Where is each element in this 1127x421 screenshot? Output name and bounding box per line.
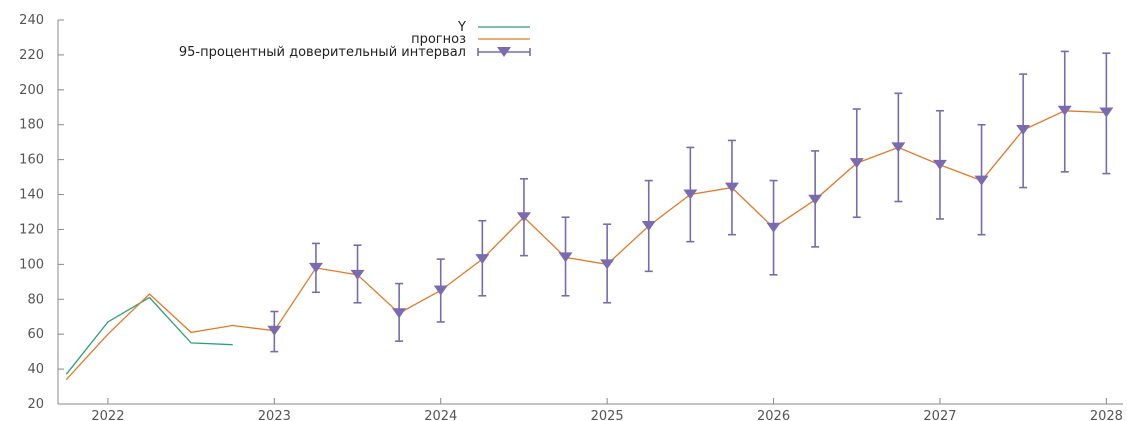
legend-label: прогноз — [411, 32, 466, 47]
ci-marker — [1099, 107, 1114, 118]
ci-marker — [475, 254, 490, 265]
ci-marker — [932, 159, 947, 170]
y-tick-label: 20 — [27, 397, 44, 412]
ci-marker — [683, 189, 698, 200]
axes — [57, 20, 1123, 405]
x-tick-label: 2027 — [923, 409, 956, 421]
legend-label: Y — [457, 20, 466, 35]
legend-label: 95-процентный доверительный интервал — [179, 45, 466, 60]
ci-marker — [308, 262, 323, 273]
y-tick-label: 120 — [19, 222, 44, 237]
ci-marker — [558, 252, 573, 263]
y-tick-label: 200 — [19, 83, 44, 98]
x-tick-label: 2026 — [757, 409, 790, 421]
x-tick-label: 2023 — [258, 409, 291, 421]
ci-marker — [808, 194, 823, 205]
y-tick-label: 240 — [19, 13, 44, 28]
y-tick-label: 160 — [19, 153, 44, 168]
y-tick-label: 140 — [19, 188, 44, 203]
ci-marker — [1016, 124, 1031, 135]
ci-marker — [849, 158, 864, 169]
ci-marker — [350, 269, 365, 280]
ci-marker — [766, 222, 781, 233]
y-tick-label: 180 — [19, 118, 44, 133]
ci-marker — [1057, 105, 1072, 116]
y-tick-label: 80 — [27, 292, 44, 307]
plot-area — [65, 50, 1114, 381]
ticks: 20 40 60 80 100 120 140 160 180 200 220 240 2022 2023… — [19, 13, 1123, 421]
ci-marker — [516, 212, 531, 223]
ci-marker — [433, 285, 448, 296]
series-y-line — [65, 296, 233, 375]
y-tick-label: 220 — [19, 48, 44, 63]
x-tick-label: 2024 — [424, 409, 457, 421]
y-tick-label: 60 — [27, 327, 44, 342]
ci-marker — [267, 325, 282, 336]
ci-marker — [724, 182, 739, 193]
forecast-line — [65, 110, 1107, 381]
legend-swatch-marker — [497, 47, 511, 57]
y-tick-label: 40 — [27, 362, 44, 377]
ci-marker — [974, 175, 989, 186]
ci-marker — [891, 142, 906, 153]
x-tick-label: 2025 — [591, 409, 624, 421]
ci-marker — [641, 220, 656, 231]
y-tick-label: 100 — [19, 257, 44, 272]
ci-marker — [392, 308, 407, 319]
ci-marker — [600, 259, 615, 270]
x-tick-label: 2028 — [1090, 409, 1123, 421]
x-tick-label: 2022 — [91, 409, 124, 421]
